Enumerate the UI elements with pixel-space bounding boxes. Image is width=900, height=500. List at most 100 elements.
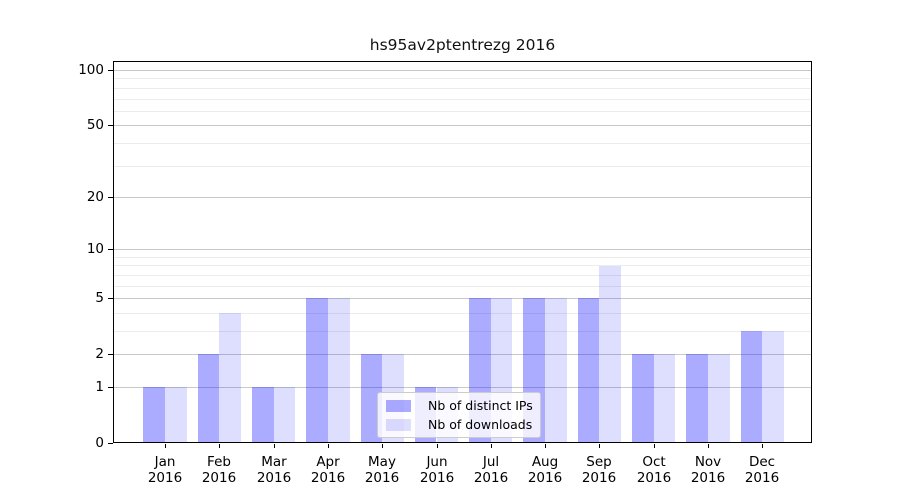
x-axis-tick-label-line: 2016 xyxy=(256,470,292,486)
x-axis-tick-label-line: Dec xyxy=(748,454,776,470)
bar-downloads xyxy=(165,387,187,443)
x-axis-tick-label-line: Sep xyxy=(586,454,612,470)
y-axis-tick-label: 50 xyxy=(86,117,104,133)
x-axis-tick-label-line: 2016 xyxy=(636,470,672,486)
x-axis-tick-label: Dec 2016 xyxy=(734,454,790,486)
x-axis-tick-label-line: Jun xyxy=(426,454,448,470)
bar-distinct-ips xyxy=(197,354,220,443)
y-axis-tick-label: 0 xyxy=(95,435,104,451)
legend-label-distinct-ips: Nb of distinct IPs xyxy=(428,397,533,413)
x-axis-tick xyxy=(382,444,383,448)
x-axis-tick xyxy=(599,444,600,448)
x-axis-tick xyxy=(274,444,275,448)
y-axis-tick xyxy=(108,298,113,299)
x-axis-tick xyxy=(654,444,655,448)
bar-downloads xyxy=(327,298,350,443)
x-axis-tick-label-line: Jul xyxy=(482,454,500,470)
minor-gridline xyxy=(113,111,812,112)
x-axis-tick-label: Jan 2016 xyxy=(137,454,193,486)
x-axis-tick-label-line: 2016 xyxy=(364,470,400,486)
minor-gridline xyxy=(113,78,812,79)
x-axis-tick xyxy=(545,444,546,448)
x-axis-tick xyxy=(219,444,220,448)
minor-gridline xyxy=(113,286,812,287)
x-axis-tick-label: Apr 2016 xyxy=(300,454,356,486)
legend-label-downloads: Nb of downloads xyxy=(428,416,533,432)
x-axis-tick-label: Jun 2016 xyxy=(409,454,465,486)
x-axis-tick-label-line: 2016 xyxy=(581,470,617,486)
x-axis-tick-label-line: Nov xyxy=(694,454,722,470)
minor-gridline xyxy=(113,265,812,266)
y-axis-tick-label: 20 xyxy=(86,189,104,205)
bar-distinct-ips xyxy=(632,354,654,443)
x-axis-tick-label: Oct 2016 xyxy=(626,454,682,486)
minor-gridline xyxy=(113,143,812,144)
y-axis-tick xyxy=(108,197,113,198)
chart-title: hs95av2ptentrezg 2016 xyxy=(369,36,556,54)
major-gridline xyxy=(113,387,812,388)
major-gridline xyxy=(113,249,812,250)
x-axis-tick-label-line: 2016 xyxy=(147,470,183,486)
x-axis-tick-label-line: 2016 xyxy=(201,470,237,486)
minor-gridline xyxy=(113,257,812,258)
major-gridline xyxy=(113,354,812,355)
x-axis-tick-label-line: 2016 xyxy=(473,470,509,486)
bar-downloads xyxy=(599,265,622,443)
x-axis-tick-label-line: 2016 xyxy=(527,470,563,486)
bar-distinct-ips xyxy=(740,331,763,443)
x-axis-tick-label-line: Jan xyxy=(154,454,176,470)
legend-item-distinct-ips: Nb of distinct IPs xyxy=(385,397,533,413)
major-gridline xyxy=(113,298,812,299)
minor-gridline xyxy=(113,99,812,100)
x-axis-tick-label-line: Oct xyxy=(642,454,666,470)
bar-distinct-ips xyxy=(577,298,600,443)
bar-distinct-ips xyxy=(306,298,328,443)
bar-distinct-ips xyxy=(360,354,383,443)
bar-downloads xyxy=(708,354,730,443)
x-axis-tick xyxy=(328,444,329,448)
x-axis-tick-label: Feb 2016 xyxy=(191,454,247,486)
y-axis-tick xyxy=(108,70,113,71)
bar-distinct-ips xyxy=(251,387,274,443)
x-axis-tick-label-line: May xyxy=(368,454,396,470)
major-gridline xyxy=(113,197,812,198)
x-axis-tick-label-line: Aug xyxy=(531,454,559,470)
bar-downloads xyxy=(545,298,567,443)
y-axis-tick xyxy=(108,249,113,250)
x-axis-tick-label: Aug 2016 xyxy=(517,454,573,486)
x-axis-tick xyxy=(165,444,166,448)
x-axis-tick-label-line: Apr xyxy=(316,454,340,470)
x-axis-tick-label: Mar 2016 xyxy=(246,454,302,486)
bar-downloads xyxy=(273,387,296,443)
bar-distinct-ips xyxy=(686,354,708,443)
y-axis-tick xyxy=(108,443,113,444)
legend-swatch-distinct-ips-icon xyxy=(386,399,411,412)
x-axis-tick-label-line: 2016 xyxy=(690,470,726,486)
minor-gridline xyxy=(113,275,812,276)
bar-downloads xyxy=(762,331,784,443)
x-axis-tick-label: Jul 2016 xyxy=(463,454,519,486)
legend-item-downloads: Nb of downloads xyxy=(385,416,533,432)
x-axis-tick-label: Sep 2016 xyxy=(571,454,627,486)
legend: Nb of distinct IPs Nb of downloads xyxy=(377,392,541,438)
y-axis-tick-label: 5 xyxy=(95,290,104,306)
y-axis-tick xyxy=(108,354,113,355)
x-axis-tick-label: May 2016 xyxy=(354,454,410,486)
minor-gridline xyxy=(113,331,812,332)
x-axis-tick-label-line: 2016 xyxy=(310,470,346,486)
x-axis-tick xyxy=(762,444,763,448)
y-axis-tick-label: 100 xyxy=(78,62,104,78)
x-axis-tick-label: Nov 2016 xyxy=(680,454,736,486)
x-axis-tick xyxy=(437,444,438,448)
major-gridline xyxy=(113,70,812,71)
y-axis-tick-label: 10 xyxy=(86,241,104,257)
y-axis-tick xyxy=(108,125,113,126)
y-axis-tick xyxy=(108,387,113,388)
y-axis-tick-label: 2 xyxy=(95,346,104,362)
x-axis-tick-label-line: Mar xyxy=(261,454,287,470)
legend-swatch-downloads-icon xyxy=(386,418,411,431)
minor-gridline xyxy=(113,313,812,314)
y-axis-tick-label: 1 xyxy=(95,379,104,395)
major-gridline xyxy=(113,125,812,126)
